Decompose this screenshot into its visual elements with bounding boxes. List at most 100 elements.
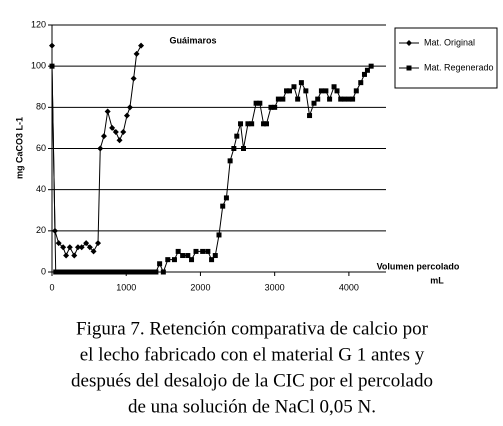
marker xyxy=(86,244,93,251)
marker xyxy=(227,158,233,164)
marker xyxy=(175,248,181,254)
marker xyxy=(74,244,81,251)
marker xyxy=(53,269,59,275)
marker xyxy=(120,129,127,136)
marker xyxy=(109,124,116,131)
chart-title: Guáimaros xyxy=(169,35,216,45)
x-tick-label: 4000 xyxy=(339,282,359,292)
marker xyxy=(55,240,62,247)
marker xyxy=(60,269,66,275)
marker xyxy=(311,100,317,106)
marker xyxy=(257,100,263,106)
marker xyxy=(280,96,286,102)
x-axis-label: Volumen percolado xyxy=(377,261,460,271)
marker xyxy=(149,269,155,275)
caption-line: el lecho fabricado con el material G 1 a… xyxy=(80,344,425,365)
marker xyxy=(253,100,259,106)
marker xyxy=(145,269,151,275)
marker xyxy=(249,121,255,127)
caption-line: Figura 7. Retención comparativa de calci… xyxy=(76,318,429,339)
x-axis-label: mL xyxy=(430,275,444,285)
marker xyxy=(303,88,309,94)
y-tick-label: 40 xyxy=(36,184,46,194)
marker xyxy=(216,232,222,238)
marker xyxy=(94,269,100,275)
x-tick-label: 2000 xyxy=(190,282,210,292)
marker xyxy=(82,269,88,275)
marker xyxy=(334,88,340,94)
marker xyxy=(66,244,73,251)
y-tick-label: 120 xyxy=(31,19,46,29)
marker xyxy=(157,261,163,267)
marker xyxy=(234,133,240,139)
y-tick-label: 60 xyxy=(36,143,46,153)
series-line xyxy=(51,45,142,257)
marker xyxy=(284,88,290,94)
marker xyxy=(353,88,359,94)
marker xyxy=(95,240,102,247)
marker xyxy=(130,75,137,82)
marker xyxy=(275,96,281,102)
marker xyxy=(138,269,144,275)
marker xyxy=(138,42,145,49)
marker xyxy=(105,269,111,275)
marker xyxy=(60,244,67,251)
legend-marker xyxy=(406,65,412,71)
marker xyxy=(142,269,148,275)
legend-box xyxy=(394,27,498,89)
marker xyxy=(112,269,118,275)
marker xyxy=(116,137,123,144)
marker xyxy=(83,240,90,247)
marker xyxy=(49,42,55,49)
marker xyxy=(78,244,85,251)
marker xyxy=(63,252,70,259)
x-tick-label: 1000 xyxy=(116,282,136,292)
y-tick-label: 80 xyxy=(36,102,46,112)
marker xyxy=(193,248,199,254)
marker xyxy=(364,67,370,73)
y-tick-label: 100 xyxy=(31,61,46,71)
marker xyxy=(133,50,140,57)
marker xyxy=(338,96,344,102)
marker xyxy=(200,248,206,254)
marker xyxy=(185,253,191,259)
marker xyxy=(90,269,96,275)
marker xyxy=(90,248,97,255)
marker xyxy=(134,269,140,275)
marker xyxy=(341,96,347,102)
marker xyxy=(307,113,313,119)
marker xyxy=(120,269,126,275)
marker xyxy=(209,257,215,263)
y-axis-label: mg CaCO3 L-1 xyxy=(14,117,24,179)
marker xyxy=(71,252,78,259)
marker xyxy=(331,84,337,90)
marker xyxy=(318,88,324,94)
marker xyxy=(264,121,270,127)
marker xyxy=(298,80,304,86)
marker xyxy=(171,257,177,263)
marker xyxy=(104,108,111,115)
marker xyxy=(361,71,367,77)
marker xyxy=(295,96,301,102)
marker xyxy=(97,269,103,275)
marker xyxy=(223,195,229,201)
marker xyxy=(86,269,92,275)
marker xyxy=(68,269,74,275)
marker xyxy=(127,269,133,275)
marker xyxy=(287,88,293,94)
marker xyxy=(220,203,226,209)
marker xyxy=(100,133,107,140)
marker xyxy=(238,121,244,127)
x-tick-label: 0 xyxy=(49,282,54,292)
marker xyxy=(212,253,218,259)
marker xyxy=(368,63,374,69)
marker xyxy=(323,88,329,94)
legend-label: Mat. Regenerado xyxy=(424,62,494,72)
marker xyxy=(64,269,70,275)
marker xyxy=(346,96,352,102)
marker xyxy=(327,96,333,102)
marker xyxy=(231,146,237,151)
legend-marker xyxy=(406,40,412,46)
